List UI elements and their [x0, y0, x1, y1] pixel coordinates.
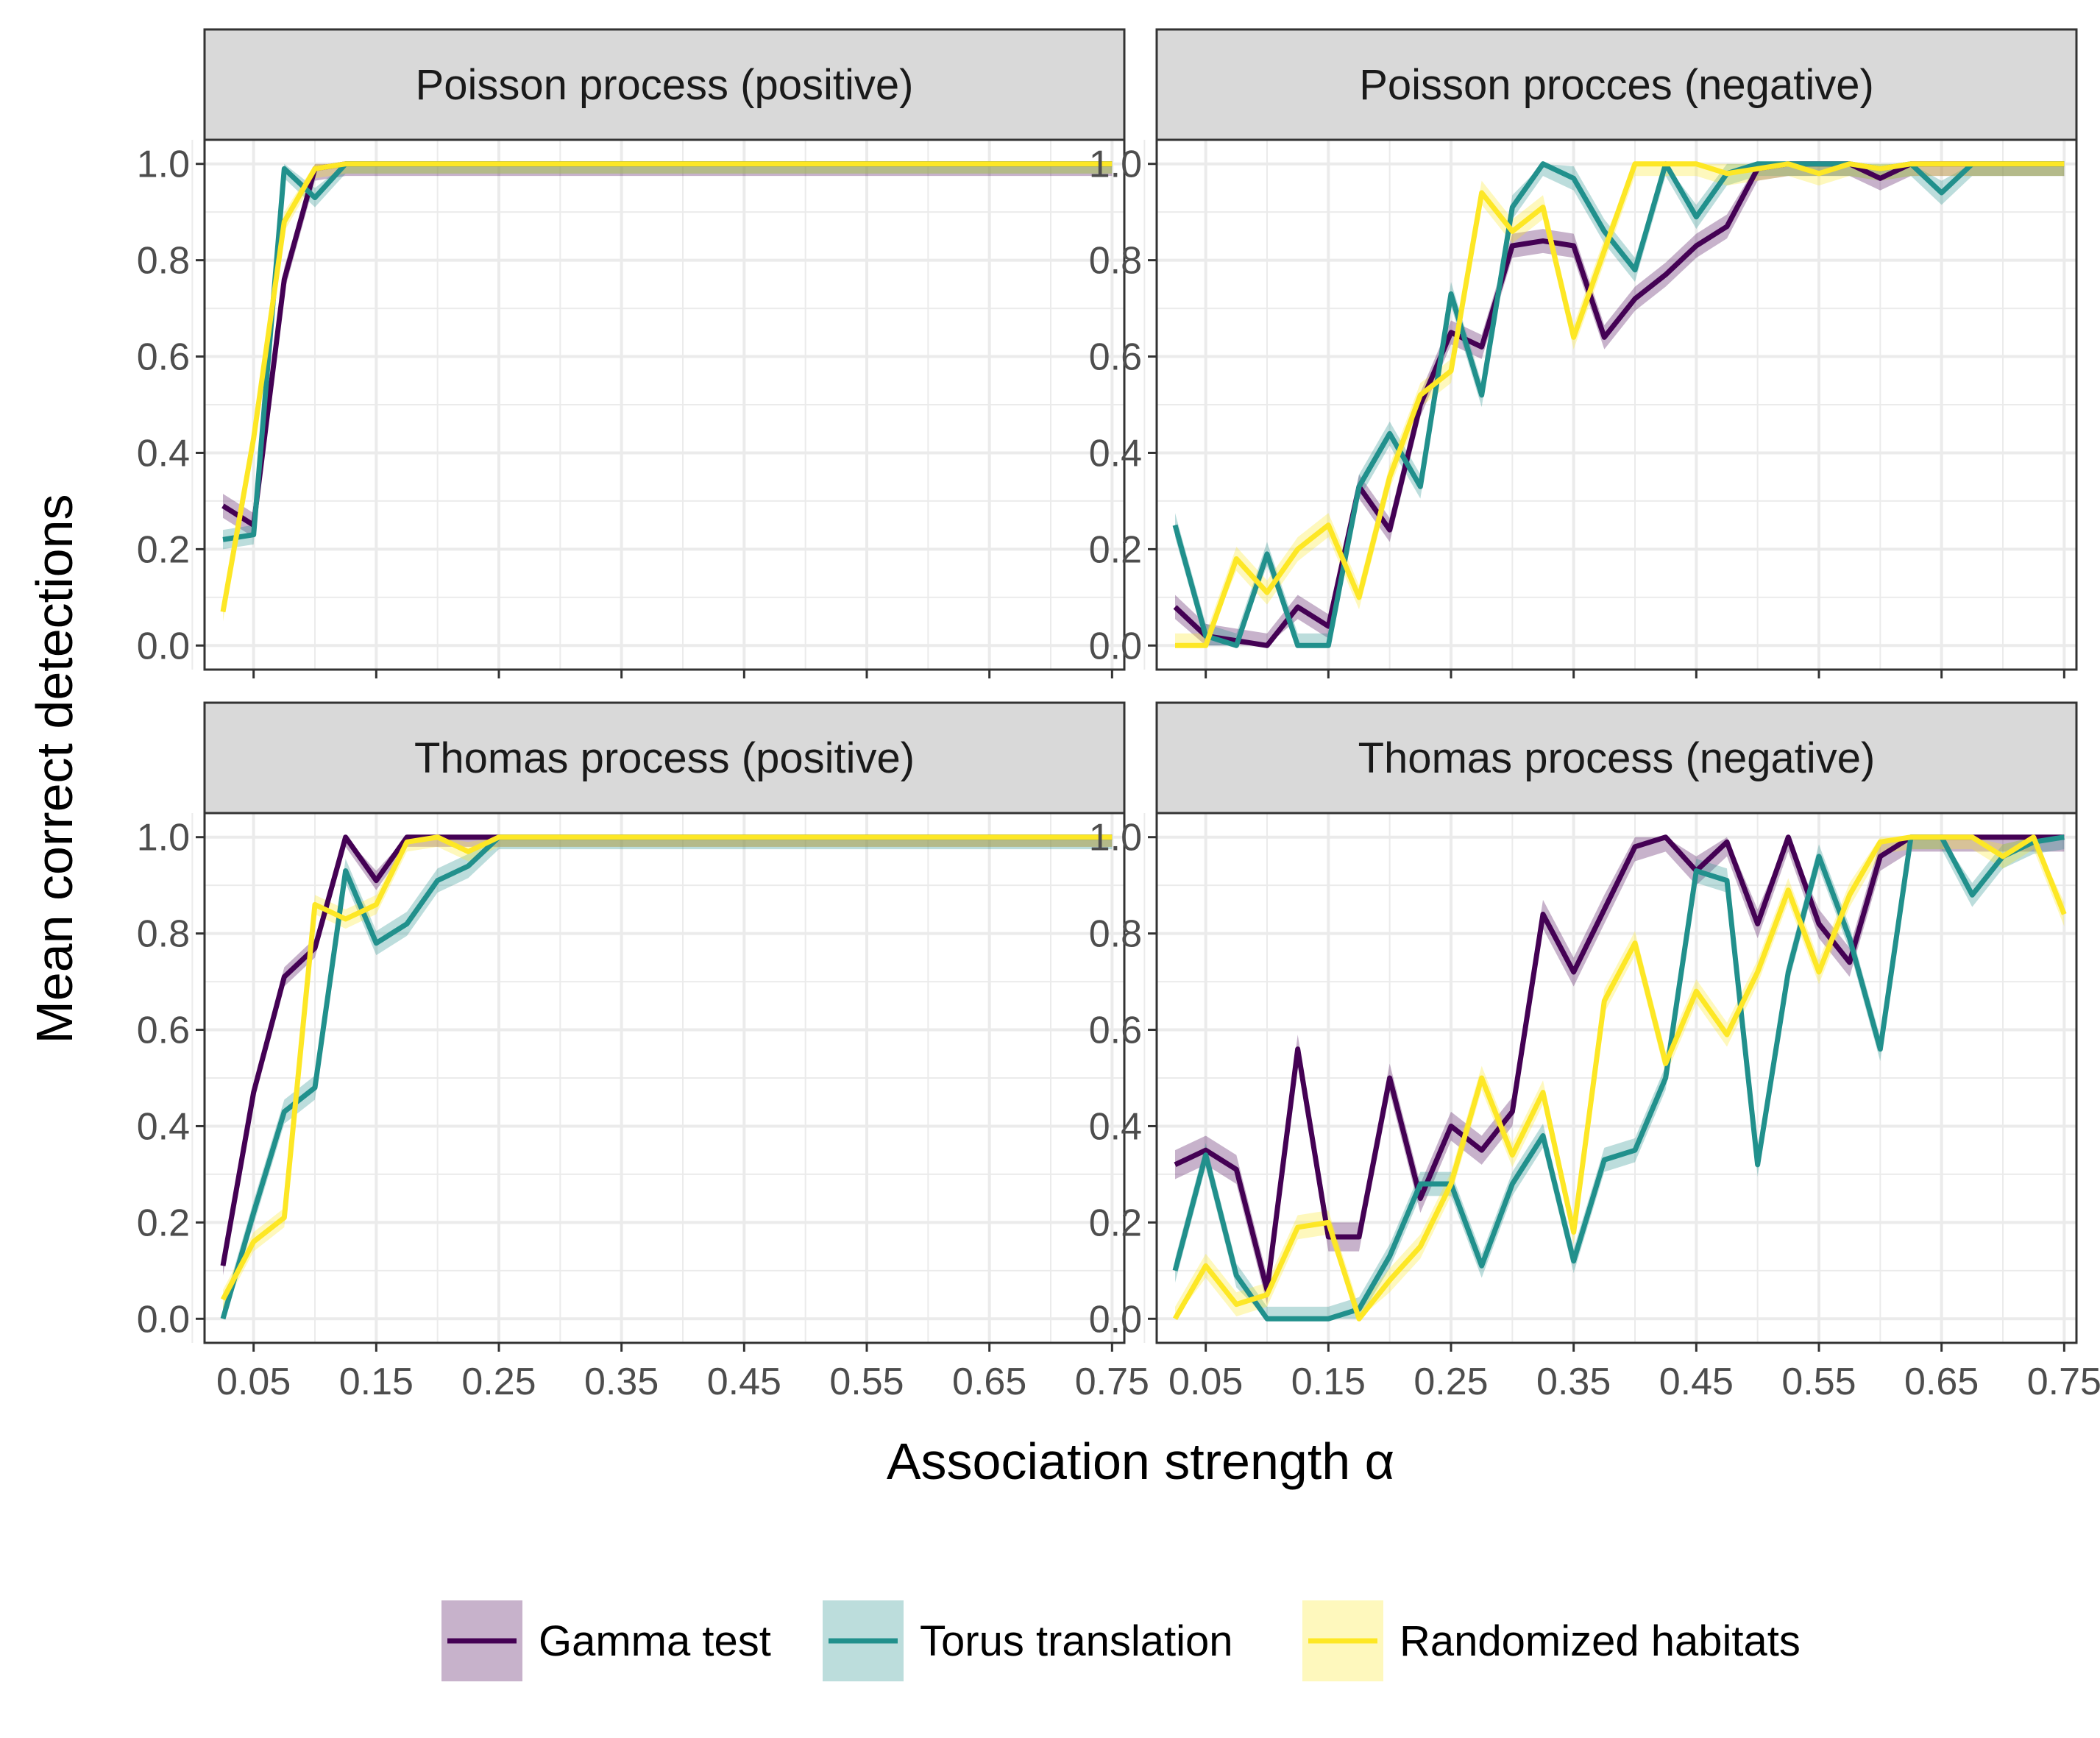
panel-border	[1155, 812, 2078, 1344]
y-tick-label: 0.6	[1089, 1010, 1142, 1052]
legend-item: Gamma test	[441, 1600, 771, 1681]
x-tick-label: 0.25	[461, 1361, 536, 1403]
series-line	[1172, 161, 2065, 648]
legend-label: Torus translation	[920, 1617, 1233, 1665]
y-tick-label: 0.8	[137, 240, 190, 283]
y-axis-title: Mean correct detections	[26, 494, 83, 1043]
x-tick-label: 0.15	[339, 1361, 414, 1403]
x-tick-label: 0.75	[1075, 1361, 1149, 1403]
panel-2: Poisson procces (negative) 0.0 0.2 0.4 0.6 0.…	[1089, 28, 2078, 678]
x-tick-label: 0.55	[1781, 1361, 1856, 1403]
panel-title: Poisson procces (negative)	[1359, 61, 1874, 109]
panels: Poisson process (positive) 0.0 0.2 0.4 0.6 0.…	[137, 28, 2100, 1403]
y-tick-label: 0.6	[1089, 336, 1142, 379]
y-tick-label: 0.2	[1089, 1202, 1142, 1244]
y-tick-label: 0.0	[137, 625, 190, 667]
y-tick-label: 0.4	[137, 432, 190, 475]
x-tick-label: 0.05	[216, 1361, 291, 1403]
x-tick-label: 0.45	[707, 1361, 781, 1403]
panel-title: Poisson process (positive)	[416, 61, 914, 109]
x-tick-label: 0.35	[1536, 1361, 1611, 1403]
panel-3: Thomas process (positive) 0.0 0.2 0.4 0.6 0.8…	[137, 701, 1149, 1403]
y-tick-label: 0.6	[137, 336, 190, 379]
legend-item: Torus translation	[823, 1600, 1233, 1681]
y-tick-label: 0.8	[1089, 240, 1142, 283]
x-tick-label: 0.65	[1904, 1361, 1979, 1403]
panel-1: Poisson process (positive) 0.0 0.2 0.4 0.6 0.…	[137, 28, 1126, 678]
x-tick-label: 0.65	[952, 1361, 1026, 1403]
panel-strip	[203, 701, 1126, 815]
legend: Gamma test Torus translation Randomized ha…	[441, 1600, 1801, 1681]
panel-border	[1155, 138, 2078, 671]
y-tick-label: 0.6	[137, 1010, 190, 1052]
y-tick-label: 0.2	[137, 528, 190, 571]
y-tick-label: 0.0	[1089, 625, 1142, 667]
x-tick-label: 0.25	[1413, 1361, 1488, 1403]
panel-title: Thomas process (negative)	[1358, 734, 1876, 782]
y-tick-label: 1.0	[137, 817, 190, 859]
x-tick-label: 0.35	[584, 1361, 659, 1403]
series-line	[1175, 161, 2065, 648]
y-tick-label: 0.4	[1089, 432, 1142, 475]
x-tick-label: 0.05	[1168, 1361, 1243, 1403]
x-tick-label: 0.15	[1291, 1361, 1366, 1403]
panel-strip	[1155, 701, 2078, 815]
confidence-band	[1175, 837, 2065, 1319]
confidence-band	[1175, 163, 2065, 646]
y-tick-label: 0.8	[137, 913, 190, 956]
x-axis-title: Association strength α	[887, 1433, 1394, 1490]
y-tick-label: 0.2	[137, 1202, 190, 1244]
x-tick-label: 0.75	[2027, 1361, 2100, 1403]
legend-label: Randomized habitats	[1400, 1617, 1801, 1665]
panel-border	[203, 138, 1126, 671]
y-tick-label: 0.4	[1089, 1105, 1142, 1148]
series-line	[220, 834, 1113, 1301]
x-tick-label: 0.45	[1659, 1361, 1734, 1403]
y-tick-label: 0.8	[1089, 913, 1142, 956]
confidence-band	[223, 163, 1113, 550]
series-line	[220, 161, 1113, 613]
series-line	[1172, 834, 2067, 1322]
y-tick-label: 0.0	[137, 1298, 190, 1341]
confidence-band	[1175, 163, 2065, 646]
y-tick-label: 1.0	[1089, 817, 1142, 859]
y-tick-label: 1.0	[1089, 143, 1142, 186]
x-tick-label: 0.55	[829, 1361, 904, 1403]
y-tick-label: 0.0	[1089, 1298, 1142, 1341]
legend-label: Gamma test	[539, 1617, 771, 1665]
legend-item: Randomized habitats	[1302, 1600, 1801, 1681]
panel-4: Thomas process (negative) 0.0 0.2 0.4 0.6 0.8…	[1089, 701, 2100, 1403]
panel-title: Thomas process (positive)	[414, 734, 915, 782]
panel-strip	[203, 28, 1126, 141]
y-tick-label: 0.4	[137, 1105, 190, 1148]
y-tick-label: 0.2	[1089, 528, 1142, 571]
panel-border	[203, 812, 1126, 1344]
y-tick-label: 1.0	[137, 143, 190, 186]
